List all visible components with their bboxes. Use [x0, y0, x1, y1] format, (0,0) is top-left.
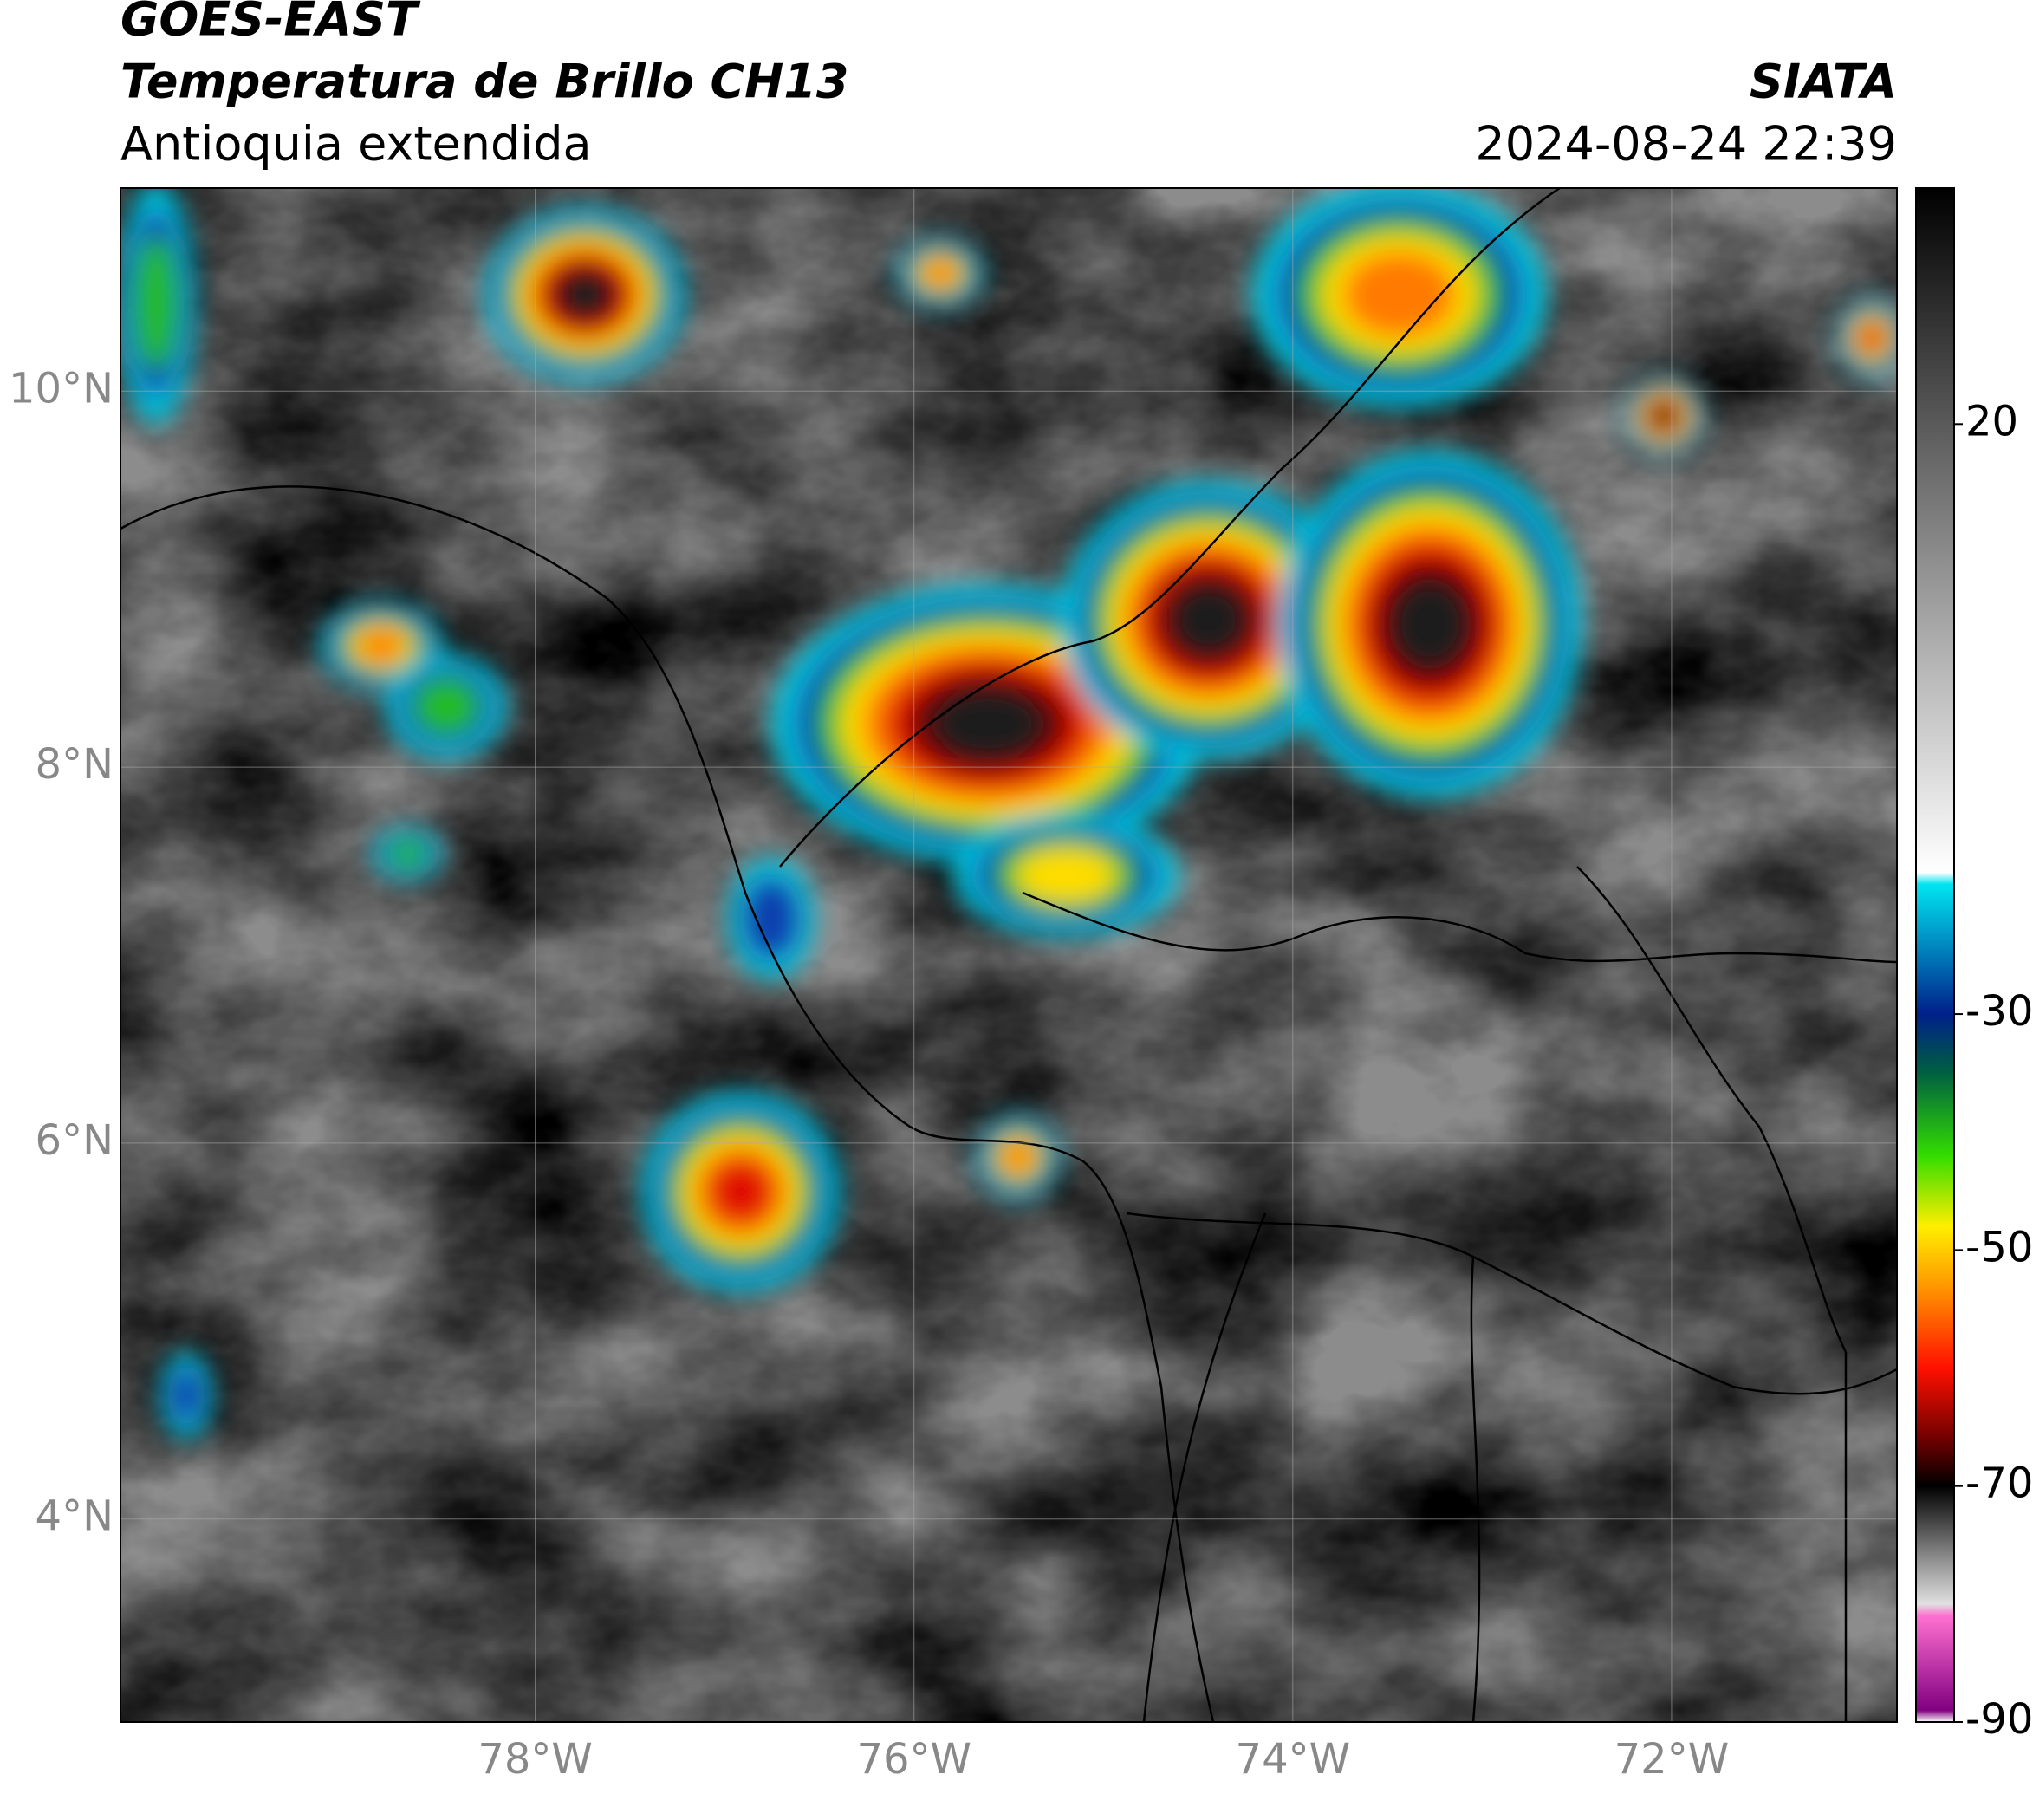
storm-layer: [387, 839, 427, 868]
colorbar-tick-label: -30: [1965, 987, 2033, 1036]
graticule: [120, 188, 1897, 1722]
x-tick-label: 72°W: [1614, 1735, 1730, 1784]
colorbar-ticks: 20 -30 -50 -70 -90: [1954, 397, 2033, 1744]
storm-layer: [1389, 578, 1471, 670]
storm-cells: [120, 188, 1897, 1439]
storm-layer: [1002, 1141, 1035, 1173]
y-tick-label: 10°N: [9, 364, 114, 413]
source: SIATA: [1750, 55, 1897, 109]
storm-layer: [931, 686, 1045, 761]
storm-layer: [358, 628, 405, 663]
axes: 78°W 76°W 74°W 72°W 10°N 8°N 6°N 4°N: [9, 364, 1729, 1784]
storm-layer: [1342, 251, 1457, 338]
storm-layer: [923, 259, 958, 287]
storm-layer: [1014, 848, 1118, 903]
colorbar-tick-label: -50: [1965, 1223, 2033, 1271]
colorbar-tick-label: -70: [1965, 1459, 2033, 1508]
x-tick-label: 76°W: [856, 1735, 971, 1784]
x-tick-label: 74°W: [1236, 1735, 1351, 1784]
storm-layer: [558, 271, 612, 318]
subtitle: Temperatura de Brillo CH13: [120, 55, 849, 109]
storm-layer: [1170, 582, 1248, 657]
storm-layer: [1653, 406, 1674, 426]
storm-layer: [412, 677, 480, 736]
region: Antioquia extendida: [120, 117, 592, 172]
cloud-texture: [120, 188, 1897, 1722]
map-frame: [120, 187, 1898, 1723]
colorbar-tick-label: 20: [1965, 397, 2018, 445]
storm-layer: [134, 236, 178, 371]
colorbar: [1915, 187, 1955, 1723]
storm-layer: [740, 875, 802, 962]
x-tick-label: 78°W: [477, 1735, 593, 1784]
datetime: 2024-08-24 22:39: [1475, 117, 1897, 172]
storm-layer: [167, 1364, 205, 1427]
y-tick-label: 8°N: [36, 740, 114, 789]
title: GOES-EAST: [120, 0, 421, 47]
y-tick-label: 6°N: [36, 1116, 114, 1165]
satellite-image: [120, 188, 1897, 1722]
storm-layer: [1860, 325, 1884, 351]
storm-layer: [707, 1158, 775, 1225]
colorbar-tick-label: -90: [1965, 1695, 2033, 1744]
y-tick-label: 4°N: [36, 1492, 114, 1541]
